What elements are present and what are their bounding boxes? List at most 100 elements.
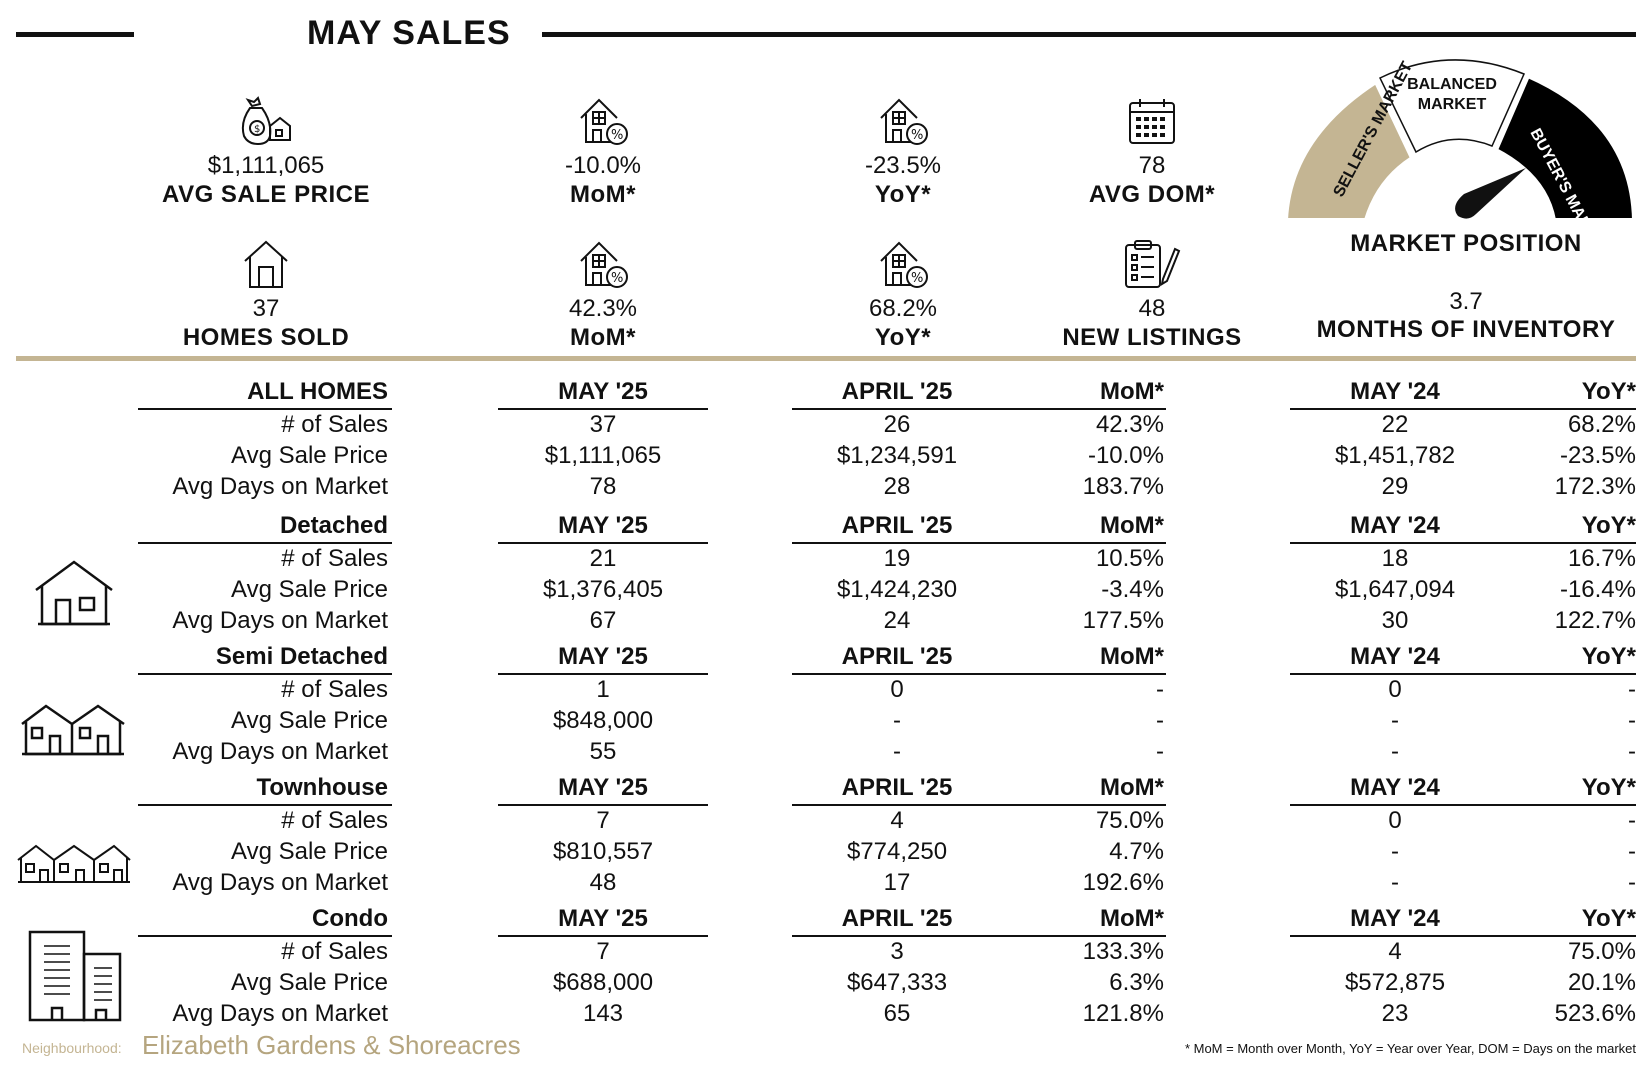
table-cell-last_year: 29 (1381, 473, 1409, 500)
column-header-last_year: MAY '24 (1350, 378, 1440, 405)
row-label: # of Sales (281, 411, 388, 438)
row-label: # of Sales (281, 938, 388, 965)
table-cell-current: $848,000 (552, 707, 654, 734)
gauge-buyer-segment (1493, 73, 1637, 222)
table-cell-last_year: 22 (1381, 411, 1409, 438)
kpi-value: -10.0% (564, 152, 642, 179)
kpi-yoy-price: % -23.5% YoY* (753, 90, 1053, 210)
header-underline (1290, 408, 1636, 410)
table-cell-current: 7 (596, 938, 610, 965)
house-percent-icon: % (453, 90, 753, 146)
column-header-last_year: MAY '24 (1350, 643, 1440, 670)
table-cell-mom: -3.4% (1101, 576, 1164, 603)
table-cell-mom: 42.3% (1095, 411, 1164, 438)
table-cell-previous: 24 (883, 607, 911, 634)
section-title: Townhouse (256, 774, 388, 801)
table-cell-mom: 4.7% (1109, 838, 1164, 865)
footnote: * MoM = Month over Month, YoY = Year ove… (1184, 1041, 1636, 1056)
column-header-current: MAY '25 (558, 643, 648, 670)
table-cell-last_year: $572,875 (1344, 969, 1446, 996)
calendar-icon (1002, 90, 1302, 146)
row-label: Avg Sale Price (231, 576, 388, 603)
market-gauge: SELLER'S MARKET BALANCED MARKET BUYER'S … (1280, 48, 1640, 261)
column-header-yoy: YoY* (1581, 774, 1636, 801)
kpi-new-listings: 48 NEW LISTINGS (1002, 233, 1302, 353)
table-cell-last_year: 0 (1388, 676, 1402, 703)
house-percent-icon: % (753, 90, 1053, 146)
table-cell-current: 1 (596, 676, 610, 703)
table-cell-previous: 4 (890, 807, 904, 834)
table-cell-previous: 19 (883, 545, 911, 572)
semi-detached-icon (20, 702, 126, 763)
header-underline (792, 673, 1166, 675)
header-underline (792, 935, 1166, 937)
condo-icon (26, 928, 124, 1029)
row-label: Avg Days on Market (172, 869, 388, 896)
table-cell-mom: 6.3% (1109, 969, 1164, 996)
table-cell-previous: $1,234,591 (836, 442, 958, 469)
townhouse-icon (16, 842, 132, 891)
section-title: Semi Detached (215, 643, 388, 670)
kpi-label: MoM* (570, 324, 636, 351)
table-cell-current: $1,111,065 (544, 442, 662, 469)
header-underline (498, 935, 708, 937)
page-title: MAY SALES (307, 14, 511, 52)
row-label: # of Sales (281, 807, 388, 834)
table-cell-last_year: $1,647,094 (1334, 576, 1456, 603)
section-title: ALL HOMES (247, 378, 388, 405)
table-cell-current: 7 (596, 807, 610, 834)
column-header-yoy: YoY* (1581, 512, 1636, 539)
table-cell-last_year: - (1391, 869, 1399, 896)
table-cell-previous: 65 (883, 1000, 911, 1027)
table-cell-current: 21 (589, 545, 617, 572)
table-cell-previous: 3 (890, 938, 904, 965)
column-header-mom: MoM* (1100, 643, 1164, 670)
row-label: Avg Sale Price (231, 442, 388, 469)
kpi-value: 48 (1138, 295, 1166, 322)
table-cell-last_year: $1,451,782 (1334, 442, 1456, 469)
house-icon (116, 233, 416, 289)
money-bag-house-icon: $ (116, 90, 416, 146)
header-underline (138, 804, 392, 806)
market-position-title: MARKET POSITION (1350, 230, 1582, 257)
header-underline (498, 804, 708, 806)
table-cell-yoy: - (1628, 707, 1636, 734)
header-rule-left (16, 32, 134, 37)
kpi-avg-sale-price: $ $1,111,065 AVG SALE PRICE (116, 90, 416, 210)
row-label: Avg Sale Price (231, 838, 388, 865)
table-cell-previous: $647,333 (846, 969, 948, 996)
inventory-label: MONTHS OF INVENTORY (1316, 316, 1616, 343)
table-cell-previous: $1,424,230 (836, 576, 958, 603)
kpi-mom-price: % -10.0% MoM* (453, 90, 753, 210)
kpi-label: AVG SALE PRICE (162, 181, 370, 208)
table-cell-yoy: - (1628, 676, 1636, 703)
house-percent-icon: % (753, 233, 1053, 289)
kpi-homes-sold: 37 HOMES SOLD (116, 233, 416, 353)
table-cell-current: $810,557 (552, 838, 654, 865)
header-rule-right (542, 32, 1636, 37)
header-underline (498, 673, 708, 675)
column-header-yoy: YoY* (1581, 905, 1636, 932)
row-label: Avg Days on Market (172, 1000, 388, 1027)
table-cell-yoy: 523.6% (1554, 1000, 1636, 1027)
neighbourhood-label: Neighbourhood: (22, 1040, 122, 1056)
column-header-mom: MoM* (1100, 905, 1164, 932)
table-cell-mom: 10.5% (1095, 545, 1164, 572)
header-underline (792, 804, 1166, 806)
table-cell-mom: -10.0% (1087, 442, 1164, 469)
table-cell-yoy: - (1628, 869, 1636, 896)
table-cell-previous: 26 (883, 411, 911, 438)
kpi-label: AVG DOM* (1088, 181, 1216, 208)
clipboard-icon (1002, 233, 1302, 289)
kpi-value: 37 (252, 295, 280, 322)
column-header-current: MAY '25 (558, 512, 648, 539)
table-cell-last_year: - (1391, 838, 1399, 865)
header-underline (498, 408, 708, 410)
table-cell-mom: 192.6% (1082, 869, 1164, 896)
table-cell-yoy: - (1628, 838, 1636, 865)
svg-text:%: % (611, 128, 623, 143)
kpi-label: HOMES SOLD (182, 324, 350, 351)
table-cell-yoy: 20.1% (1567, 969, 1636, 996)
kpi-value: -23.5% (864, 152, 942, 179)
column-header-mom: MoM* (1100, 512, 1164, 539)
